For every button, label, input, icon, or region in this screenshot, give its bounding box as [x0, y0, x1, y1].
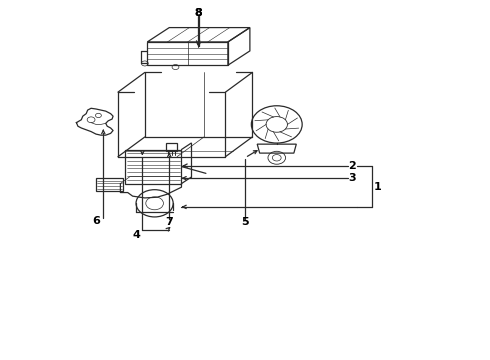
Text: 8: 8 [194, 8, 202, 18]
Text: 4: 4 [133, 230, 141, 239]
Text: 2: 2 [348, 161, 356, 171]
Text: 3: 3 [349, 173, 356, 183]
Text: 7: 7 [166, 217, 173, 227]
Text: 1: 1 [374, 182, 382, 192]
Text: 6: 6 [92, 216, 100, 226]
Text: 5: 5 [241, 217, 249, 227]
Text: 8: 8 [195, 8, 202, 18]
